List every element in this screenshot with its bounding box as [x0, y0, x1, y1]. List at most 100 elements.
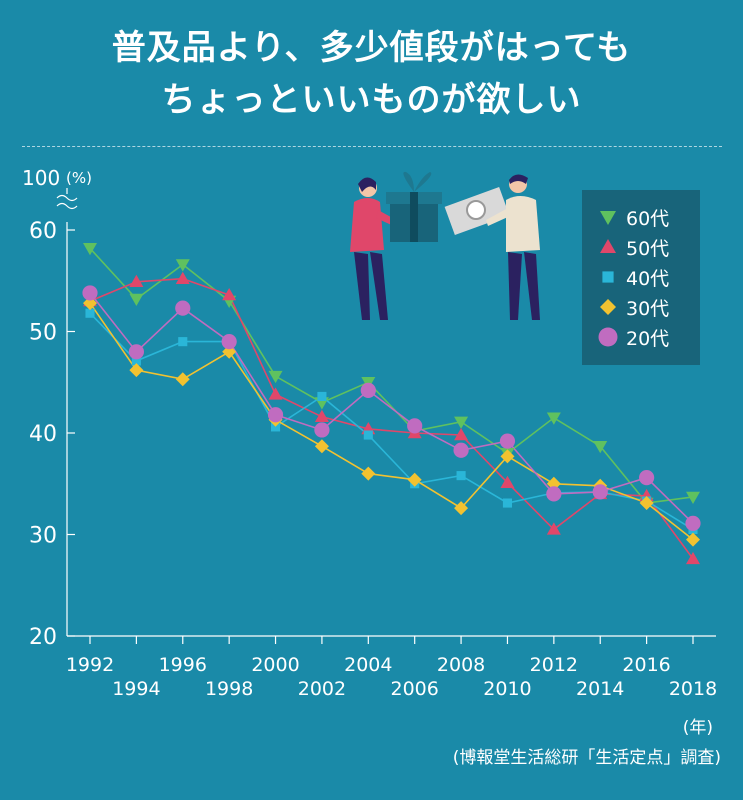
legend-marker: [600, 211, 616, 225]
y-tick-label: 40: [29, 422, 57, 447]
series-line-circle: [89, 292, 694, 524]
data-point: [499, 433, 516, 449]
data-point: [314, 422, 330, 438]
data-point: [686, 532, 700, 547]
chart-title: 普及品より、多少値段がはっても ちょっといいものが欲しい: [0, 22, 743, 126]
series-markers: [82, 243, 701, 565]
legend-label: 50代: [626, 237, 670, 260]
series-line-diamond: [89, 302, 694, 541]
data-point: [317, 391, 327, 402]
data-point: [546, 522, 561, 535]
legend-marker-triangle-up-icon: [600, 239, 616, 253]
data-point: [454, 501, 469, 516]
legend-label: 20代: [626, 327, 670, 350]
x-axis-unit: (年): [682, 718, 713, 738]
data-point: [456, 471, 466, 481]
data-point: [360, 382, 376, 398]
data-point: [685, 515, 701, 531]
y-tick-label: 50: [29, 321, 57, 346]
y-tick-label: 20: [29, 625, 57, 650]
title-line-1: 普及品より、多少値段がはっても: [111, 28, 632, 68]
data-point: [639, 470, 655, 486]
legend: 60代 50代 40代 30代 20代: [582, 190, 700, 365]
legend-item: 60代: [596, 202, 669, 232]
x-tick-label: 2014: [576, 678, 624, 700]
data-point: [175, 259, 190, 272]
data-point: [363, 430, 373, 440]
data-point: [131, 356, 141, 366]
data-point: [128, 344, 144, 360]
x-tick-label: 1992: [66, 654, 114, 676]
data-point: [268, 370, 283, 384]
legend-label: 40代: [626, 267, 670, 290]
legend-marker: [598, 327, 618, 347]
data-point: [453, 442, 469, 458]
x-tick-label: 2006: [391, 678, 439, 700]
x-tick-label: 2012: [530, 654, 578, 676]
legend-item: 50代: [596, 232, 669, 262]
data-point: [85, 308, 95, 318]
data-point: [546, 486, 562, 502]
x-tick-label: 2002: [298, 678, 346, 700]
y-unit-label: (%): [66, 169, 92, 187]
data-point: [686, 551, 700, 565]
x-tick-label: 1998: [205, 678, 253, 700]
legend-marker-circle-icon: [598, 327, 618, 347]
y-top-tick-label: 100: [22, 166, 60, 190]
title-line-2: ちょっといいものが欲しい: [161, 80, 582, 120]
series-line-triangle-down: [89, 247, 694, 504]
legend-marker: [600, 239, 616, 253]
data-point: [175, 300, 191, 316]
data-point: [222, 287, 237, 301]
x-tick-label: 2008: [437, 654, 485, 676]
series-line-triangle-up: [89, 277, 694, 560]
gift-exchange-illustration: [350, 171, 540, 320]
data-point: [268, 387, 283, 400]
axis-break-mark: [56, 194, 78, 210]
x-tick-label: 1996: [159, 654, 207, 676]
data-point: [314, 409, 329, 423]
data-point: [502, 498, 513, 508]
data-point: [686, 491, 700, 504]
legend-marker: [600, 299, 616, 315]
legend-label: 60代: [626, 207, 670, 230]
data-point: [361, 466, 376, 481]
data-point: [454, 428, 469, 441]
data-point: [593, 440, 608, 454]
divider: [22, 146, 722, 147]
legend-marker-triangle-down-icon: [600, 211, 616, 225]
data-point: [82, 285, 98, 301]
x-tick-label: 1994: [112, 678, 160, 700]
data-point: [407, 418, 423, 434]
source-note: (博報堂生活総研「生活定点」調査): [452, 748, 721, 768]
data-point: [129, 363, 144, 378]
data-point: [500, 475, 515, 488]
x-tick-label: 2000: [251, 654, 299, 676]
data-point: [407, 472, 422, 487]
data-point: [129, 274, 144, 288]
data-point: [314, 439, 329, 454]
data-point: [592, 484, 608, 500]
series-lines: [89, 247, 694, 560]
data-point: [83, 243, 97, 256]
legend-label: 30代: [626, 297, 670, 320]
data-point: [270, 422, 281, 432]
x-tick-label: 2010: [483, 678, 531, 700]
data-point: [178, 337, 188, 347]
data-point: [221, 334, 237, 350]
data-point: [500, 449, 515, 464]
legend-marker-diamond-icon: [600, 299, 616, 315]
legend-item: 20代: [596, 322, 669, 352]
data-point: [129, 293, 144, 307]
legend-marker-square-icon: [602, 271, 614, 283]
legend-marker: [602, 271, 614, 283]
data-point: [454, 416, 469, 429]
data-point: [639, 496, 654, 511]
data-point: [175, 271, 190, 284]
data-point: [175, 372, 190, 387]
legend-item: 30代: [596, 292, 669, 322]
y-tick-label: 30: [29, 524, 57, 549]
x-tick-label: 2004: [344, 654, 392, 676]
data-point: [267, 407, 284, 423]
